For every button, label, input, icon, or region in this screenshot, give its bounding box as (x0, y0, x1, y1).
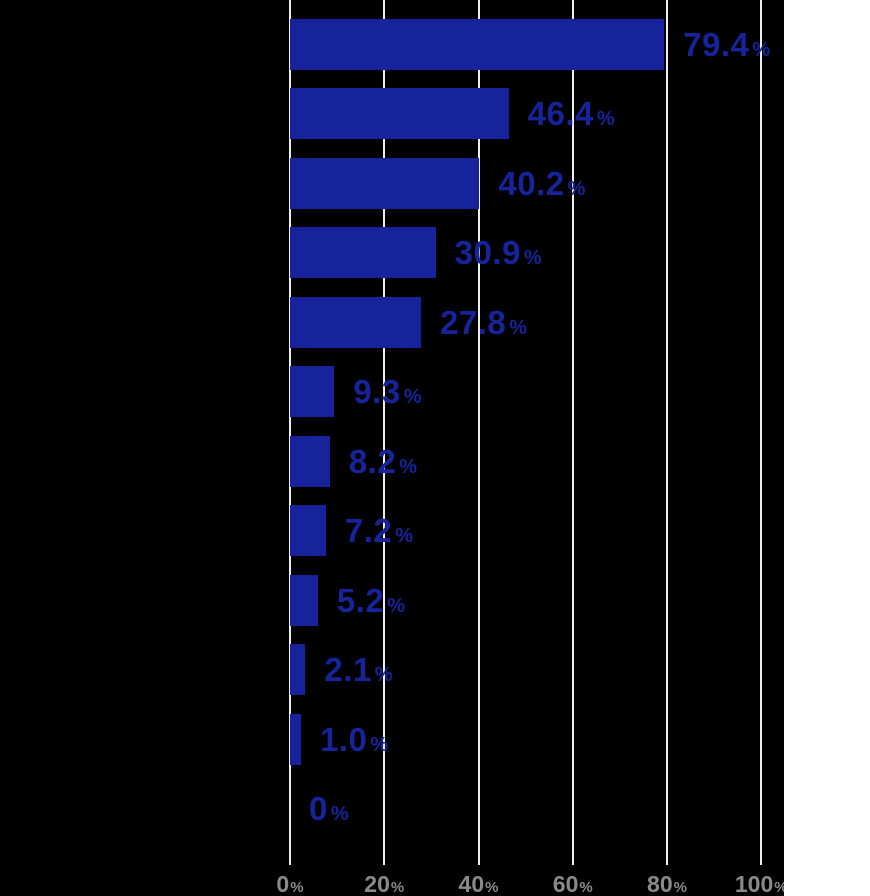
value-label-row-6: 9.3% (353, 366, 422, 417)
percent-sign: % (374, 664, 394, 687)
percent-sign: % (399, 455, 418, 478)
tick-number: 100 (734, 871, 774, 896)
bar-row-8 (290, 505, 326, 557)
value-label-row-1: 79.4% (683, 19, 771, 70)
tick-number: 80 (647, 871, 673, 896)
value-number: 0 (309, 789, 328, 827)
value-number: 7.2 (344, 512, 393, 550)
tick-number: 0 (276, 871, 290, 896)
value-label-row-5: 27.8% (440, 297, 528, 348)
value-label-row-12: 0% (309, 783, 349, 834)
value-number: 27.8 (440, 303, 507, 341)
bar-row-10 (290, 644, 306, 696)
value-label-row-4: 30.9% (455, 227, 543, 278)
x-tick-label-0-percent: 0% (240, 871, 340, 896)
value-number: 1.0 (320, 720, 368, 758)
gridline-80-percent (666, 0, 668, 865)
percent-sign: % (387, 594, 406, 617)
x-tick-label-40-percent: 40% (429, 871, 529, 896)
percent-sign: % (290, 879, 304, 896)
percent-sign: % (395, 525, 414, 548)
tick-number: 20 (364, 871, 390, 896)
bar-row-4 (290, 227, 436, 279)
value-number: 5.2 (336, 581, 385, 619)
percent-sign: % (752, 39, 771, 61)
bar-row-6 (290, 366, 335, 418)
gridline-60-percent (571, 0, 574, 865)
bar-row-3 (290, 157, 480, 209)
value-number: 2.1 (324, 651, 372, 689)
value-label-row-11: 1.0% (320, 714, 389, 765)
percent-sign: % (579, 879, 593, 896)
bar-row-11 (290, 713, 301, 765)
value-number: 30.9 (454, 234, 521, 272)
percent-sign: % (523, 247, 543, 270)
value-label-row-3: 40.2% (498, 158, 586, 209)
percent-sign: % (485, 879, 499, 896)
value-label-row-2: 46.4% (528, 88, 616, 139)
value-label-row-8: 7.2% (345, 505, 414, 556)
bar-row-2 (290, 88, 509, 140)
right-margin-panel (784, 0, 870, 896)
value-number: 79.4 (683, 26, 750, 63)
value-number: 9.3 (353, 373, 401, 411)
tick-number: 60 (552, 871, 579, 896)
value-label-row-10: 2.1% (324, 644, 393, 695)
tick-number: 40 (458, 871, 485, 896)
gridline-40-percent (477, 0, 480, 865)
gridline-20-percent (383, 0, 386, 865)
x-tick-label-60-percent: 60% (523, 871, 623, 896)
percent-sign: % (567, 177, 586, 200)
gridline-0-percent (289, 0, 291, 865)
value-number: 40.2 (498, 164, 565, 202)
percent-sign: % (509, 316, 528, 339)
percent-sign: % (330, 802, 350, 825)
value-label-row-9: 5.2% (337, 575, 406, 626)
percent-sign: % (390, 879, 405, 896)
bar-row-5 (290, 296, 421, 348)
percent-sign: % (403, 386, 422, 409)
value-number: 46.4 (527, 95, 594, 133)
gridline-100-percent (760, 0, 763, 865)
bar-row-1 (290, 19, 665, 70)
percent-sign: % (370, 733, 389, 756)
bar-row-7 (290, 435, 330, 487)
bar-row-9 (290, 574, 318, 626)
x-tick-label-80-percent: 80% (617, 871, 717, 896)
x-tick-label-20-percent: 20% (334, 871, 434, 896)
percent-sign: % (673, 879, 687, 896)
value-number: 8.2 (348, 442, 397, 480)
value-label-row-7: 8.2% (349, 436, 418, 487)
percent-sign: % (596, 108, 616, 131)
